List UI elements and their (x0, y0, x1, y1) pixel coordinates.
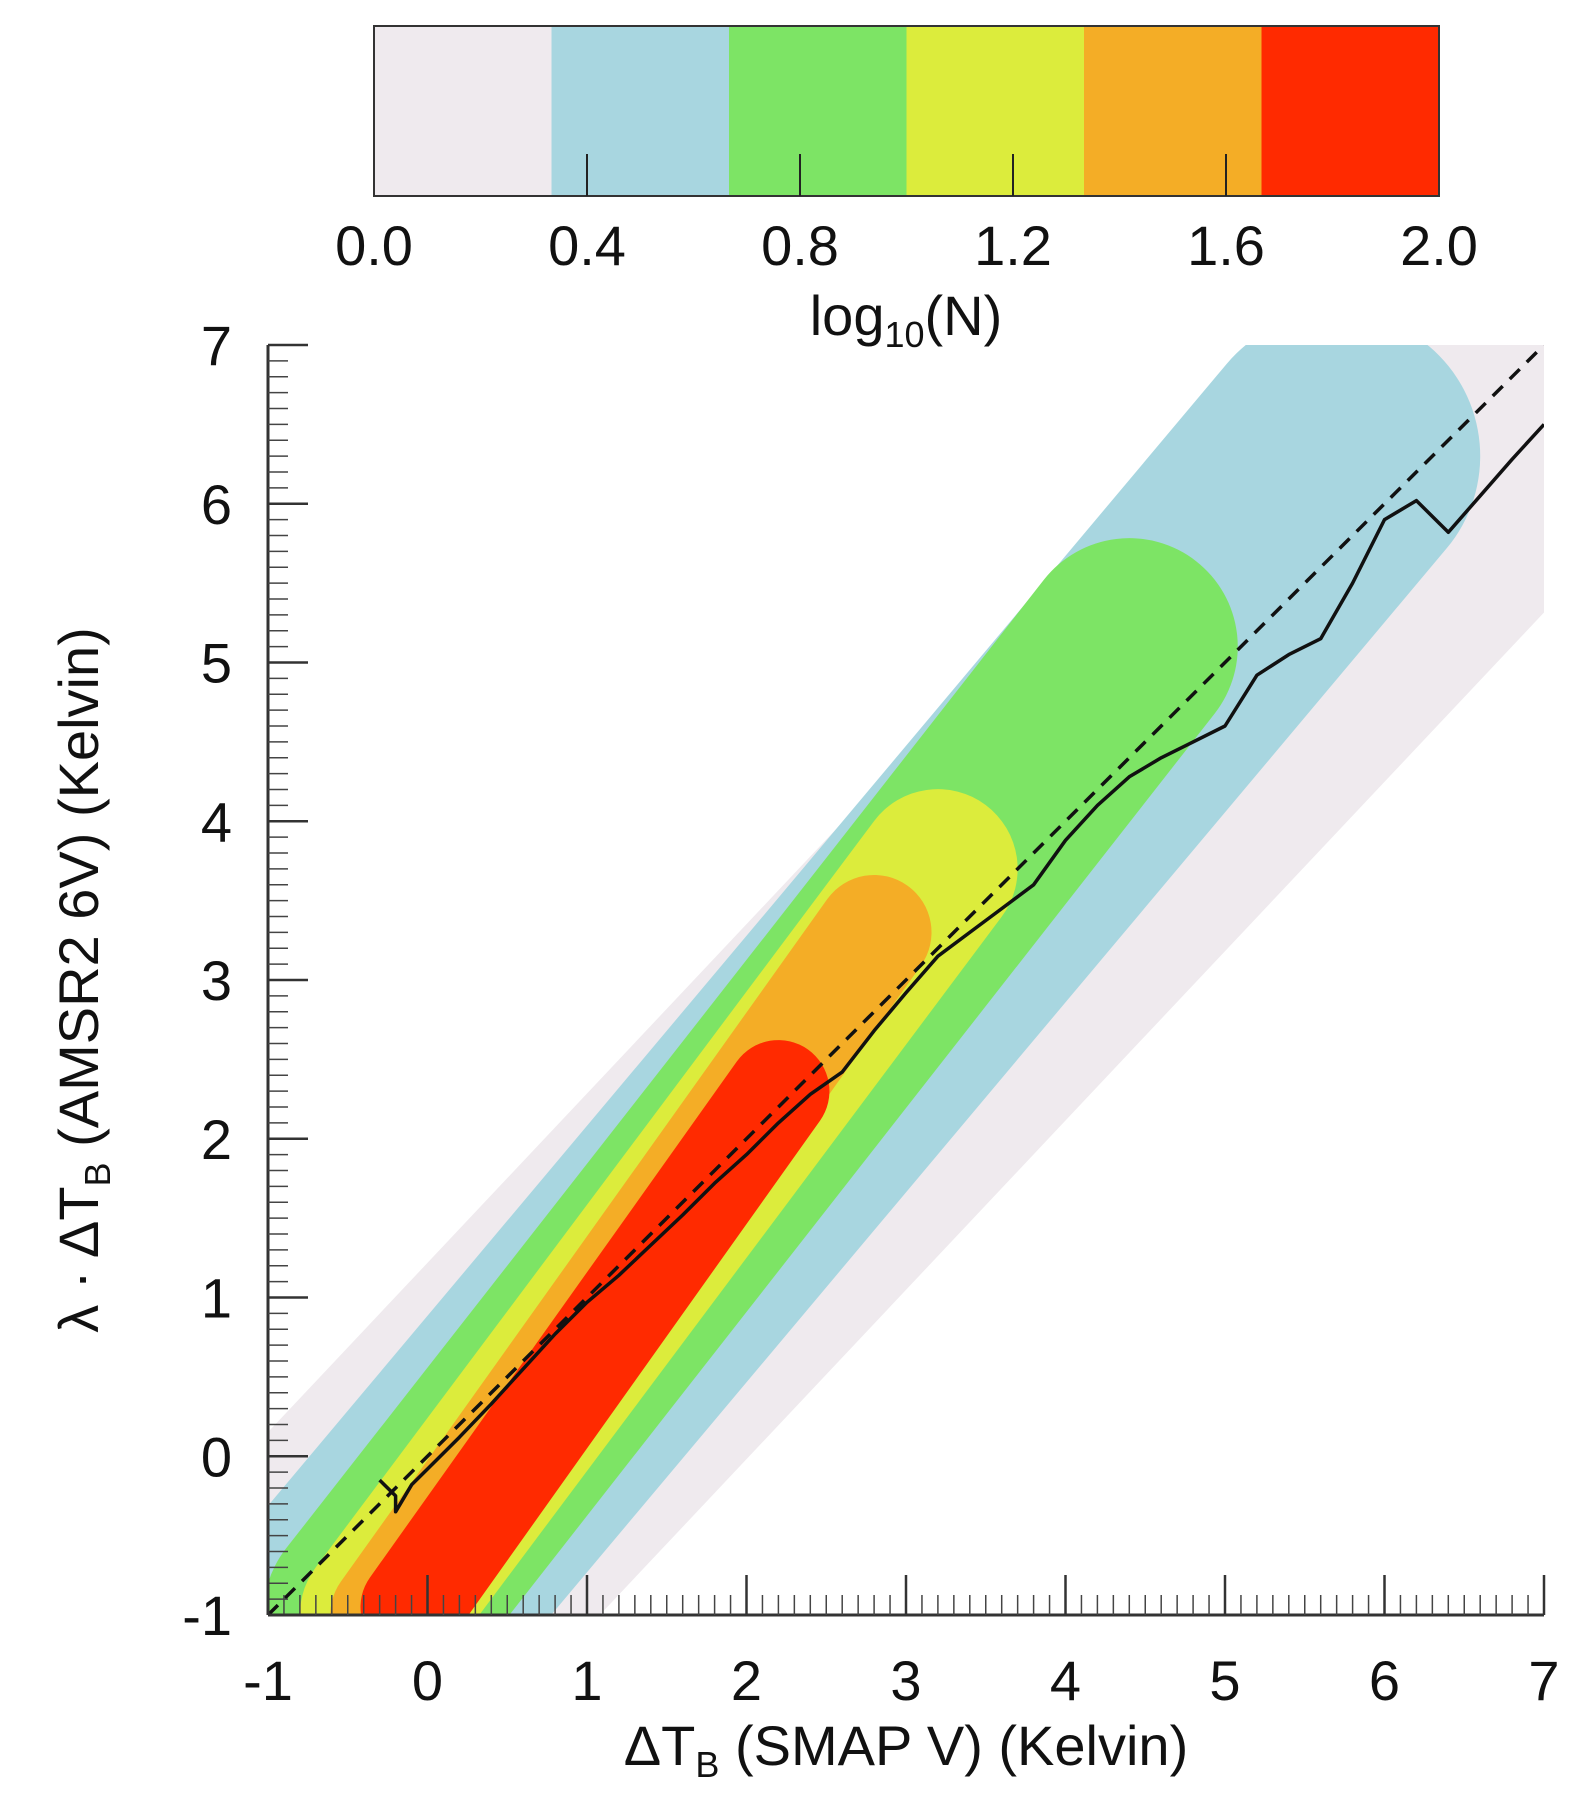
y-tick-label: 2 (201, 1108, 232, 1171)
colorbar-frame (373, 25, 1440, 197)
x-tick-label: 3 (890, 1649, 921, 1712)
y-tick-label: 1 (201, 1267, 232, 1330)
plot-area: -1 0 1 2 3 4 5 6 7 -1 0 1 2 3 4 5 6 7 (182, 314, 1559, 1712)
colorbar-tick-labels: 0.0 0.4 0.8 1.2 1.6 2.0 (335, 214, 1478, 277)
x-axis-title-main: ΔT (624, 1714, 696, 1777)
colorbar-cell-2 (551, 26, 729, 196)
minor-ticks (267, 344, 1545, 1616)
series-lines (268, 345, 1544, 1615)
colorbar-cell-6 (1261, 26, 1439, 196)
x-tick-label: 7 (1528, 1649, 1559, 1712)
y-tick-label: 3 (201, 949, 232, 1012)
colorbar-title: log10(N) (810, 284, 1003, 355)
colorbar-title-subscript: 10 (884, 314, 924, 355)
colorbar-ticks (586, 154, 1227, 196)
colorbar-cell-1 (374, 26, 552, 196)
y-tick-label: 4 (201, 790, 232, 853)
y-axis-title-suffix: (AMSR2 6V) (Kelvin) (47, 627, 110, 1162)
colorbar-tick-label: 0.8 (761, 214, 839, 277)
y-tick-label: 7 (201, 314, 232, 377)
x-axis-title: ΔTB (SMAP V) (Kelvin) (624, 1714, 1188, 1785)
colorbar-tick-label: 2.0 (1400, 214, 1478, 277)
colorbar-title-main: log (810, 284, 885, 347)
colorbar-tick-label: 1.2 (974, 214, 1052, 277)
major-ticks (266, 343, 1546, 1617)
x-tick-label: 5 (1209, 1649, 1240, 1712)
y-tick-label: 0 (201, 1425, 232, 1488)
colorbar-cell-5 (1084, 26, 1262, 196)
y-tick-labels: -1 0 1 2 3 4 5 6 7 (182, 314, 232, 1647)
x-tick-label: 6 (1369, 1649, 1400, 1712)
colorbar: 0.0 0.4 0.8 1.2 1.6 2.0 log10(N) (335, 25, 1478, 355)
x-tick-label: 4 (1050, 1649, 1081, 1712)
y-tick-label: -1 (182, 1584, 232, 1647)
x-tick-labels: -1 0 1 2 3 4 5 6 7 (243, 1649, 1559, 1712)
density-bands (268, 345, 1544, 1615)
x-tick-label: 2 (731, 1649, 762, 1712)
y-axis-title: λ · ΔTB (AMSR2 6V) (Kelvin) (47, 627, 118, 1333)
colorbar-tick-label: 0.0 (335, 214, 413, 277)
x-tick-label: 0 (412, 1649, 443, 1712)
x-axis-title-subscript: B (695, 1744, 719, 1785)
density-band-level-6 (360, 1040, 830, 1615)
colorbar-title-suffix: (N) (925, 284, 1003, 347)
y-tick-label: 6 (201, 473, 232, 536)
y-axis-title-main: λ · ΔT (47, 1186, 110, 1332)
one-to-one-dashed-line (268, 345, 1544, 1615)
colorbar-cells (374, 26, 1439, 196)
colorbar-cell-3 (729, 26, 907, 196)
colorbar-tick-label: 1.6 (1187, 214, 1265, 277)
colorbar-tick-label: 0.4 (548, 214, 626, 277)
x-axis-title-suffix: (SMAP V) (Kelvin) (719, 1714, 1188, 1777)
binned-mean-line (378, 423, 1544, 1514)
x-tick-label: 1 (571, 1649, 602, 1712)
y-tick-label: 5 (201, 632, 232, 695)
x-tick-label: -1 (243, 1649, 293, 1712)
colorbar-cell-4 (906, 26, 1084, 196)
y-axis-title-subscript: B (77, 1162, 118, 1186)
